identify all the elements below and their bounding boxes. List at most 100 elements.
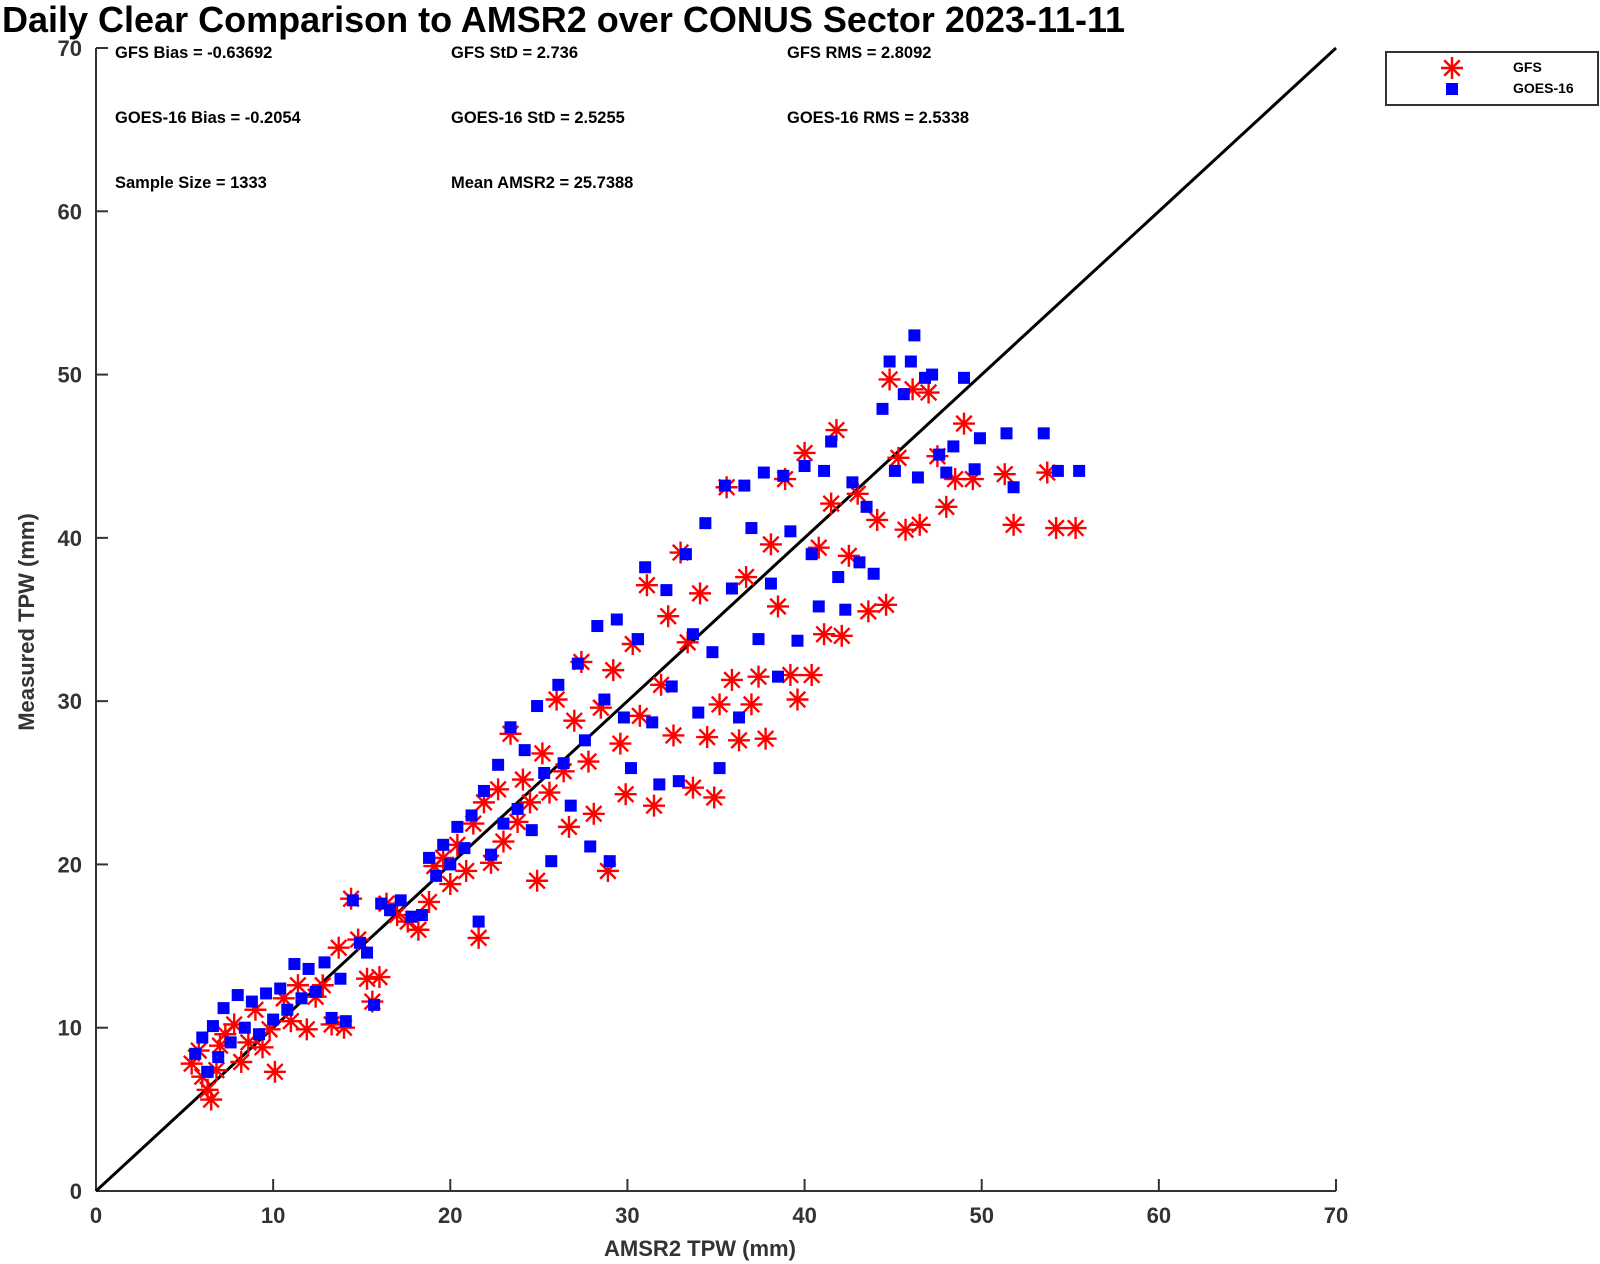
goes-16-point bbox=[1051, 464, 1064, 477]
goes-16-point bbox=[238, 1021, 251, 1034]
gfs-point bbox=[531, 742, 554, 765]
goes-16-point bbox=[791, 634, 804, 647]
goes-16-point bbox=[531, 700, 544, 713]
gfs-point bbox=[200, 1088, 223, 1111]
goes-16-point bbox=[598, 693, 611, 706]
goes-16-point bbox=[1007, 481, 1020, 494]
gfs-point bbox=[628, 704, 651, 727]
goes-16-point bbox=[973, 432, 986, 445]
goes-16-point bbox=[968, 463, 981, 476]
gfs-point bbox=[538, 781, 561, 804]
goes-16-point bbox=[492, 758, 505, 771]
goes-16-point bbox=[224, 1036, 237, 1049]
goes-16-point bbox=[274, 982, 287, 995]
stat-goes-rms: GOES-16 RMS = 2.5338 bbox=[787, 109, 969, 127]
goes-16-point bbox=[545, 855, 558, 868]
goes-16-point bbox=[706, 646, 719, 659]
gfs-point bbox=[602, 659, 625, 682]
goes-16-point bbox=[458, 842, 471, 855]
gfs-point bbox=[487, 778, 510, 801]
goes-16-point bbox=[361, 946, 374, 959]
goes-16-point bbox=[692, 706, 705, 719]
gfs-point bbox=[953, 412, 975, 435]
goes-16-point bbox=[201, 1065, 214, 1078]
goes-16-point bbox=[267, 1013, 280, 1026]
goes-16-point bbox=[1073, 464, 1086, 477]
goes-16-point bbox=[497, 817, 510, 830]
gfs-point bbox=[230, 1051, 253, 1074]
goes-16-point bbox=[206, 1020, 219, 1033]
gfs-point bbox=[519, 791, 541, 814]
gfs-point bbox=[935, 495, 958, 518]
legend-gfs-marker bbox=[1441, 57, 1463, 79]
gfs-point bbox=[747, 665, 770, 688]
goes-16-point bbox=[940, 466, 953, 479]
gfs-point bbox=[286, 974, 309, 997]
goes-16-point bbox=[777, 469, 790, 482]
goes-16-point bbox=[368, 998, 381, 1011]
goes-16-point bbox=[557, 757, 570, 770]
goes-16-point bbox=[738, 479, 751, 492]
goes-16-point bbox=[525, 824, 538, 837]
goes-16-point bbox=[839, 603, 852, 616]
goes-16-point bbox=[260, 987, 273, 1000]
x-tick-label: 40 bbox=[792, 1203, 816, 1228]
goes-16-point bbox=[853, 556, 866, 569]
gfs-point bbox=[1064, 517, 1087, 540]
goes-16-point bbox=[394, 894, 407, 907]
goes-16-point bbox=[699, 517, 712, 530]
goes-16-point bbox=[578, 734, 591, 747]
goes-16-point bbox=[451, 820, 464, 833]
gfs-point bbox=[735, 566, 758, 589]
gfs-point bbox=[511, 768, 534, 791]
goes-16-point bbox=[1037, 427, 1050, 440]
goes-16-point bbox=[772, 670, 784, 683]
gfs-point bbox=[875, 593, 898, 616]
goes-16-point bbox=[860, 500, 873, 513]
goes-16-point bbox=[757, 466, 770, 479]
goes-16-point bbox=[472, 915, 485, 928]
gfs-point bbox=[492, 830, 515, 853]
goes-16-point bbox=[660, 584, 673, 597]
gfs-point bbox=[993, 463, 1016, 486]
gfs-point bbox=[662, 724, 685, 747]
gfs-point bbox=[407, 918, 430, 941]
goes-16-point bbox=[632, 633, 645, 646]
goes-16-point bbox=[437, 838, 450, 851]
x-tick-label: 20 bbox=[438, 1203, 462, 1228]
axis-ticks: 0 10 20 30 40 50 60 70 0 10 20 30 40 50 60 70 bbox=[58, 36, 1349, 1228]
goes-16-point bbox=[617, 711, 630, 724]
y-tick-label: 60 bbox=[58, 199, 82, 224]
gfs-point bbox=[455, 859, 478, 882]
stat-goes-bias: GOES-16 Bias = -0.2054 bbox=[115, 109, 302, 127]
goes-16-point bbox=[281, 1003, 294, 1016]
goes-16-point bbox=[867, 567, 880, 580]
goes-16-point bbox=[745, 522, 758, 535]
goes-16-point bbox=[752, 633, 765, 646]
goes-16-point bbox=[933, 448, 946, 461]
chart-title: Daily Clear Comparison to AMSR2 over CON… bbox=[2, 0, 1125, 40]
gfs-point bbox=[635, 574, 658, 597]
goes-16-point bbox=[639, 561, 652, 574]
legend-goes-16-marker bbox=[1446, 83, 1458, 95]
goes-16-point bbox=[812, 600, 825, 613]
stat-gfs-rms: GFS RMS = 2.8092 bbox=[787, 44, 931, 62]
x-tick-label: 70 bbox=[1324, 1203, 1348, 1228]
goes-16-point bbox=[805, 548, 818, 561]
goes-16-point bbox=[603, 855, 616, 868]
gfs-point bbox=[582, 802, 605, 825]
goes-16-point bbox=[302, 962, 315, 975]
goes-16-point bbox=[798, 460, 811, 473]
goes-16-point bbox=[624, 762, 637, 775]
gfs-point bbox=[643, 794, 665, 817]
x-tick-label: 10 bbox=[261, 1203, 285, 1228]
gfs-point bbox=[830, 624, 853, 647]
goes-16-point bbox=[485, 848, 498, 861]
goes-16-point bbox=[665, 680, 678, 693]
legend-gfs-asterisk bbox=[1441, 57, 1463, 79]
goes-16-point bbox=[444, 858, 457, 871]
goes-16-point bbox=[384, 904, 397, 917]
gfs-point bbox=[866, 508, 889, 531]
gfs-point bbox=[368, 966, 391, 989]
